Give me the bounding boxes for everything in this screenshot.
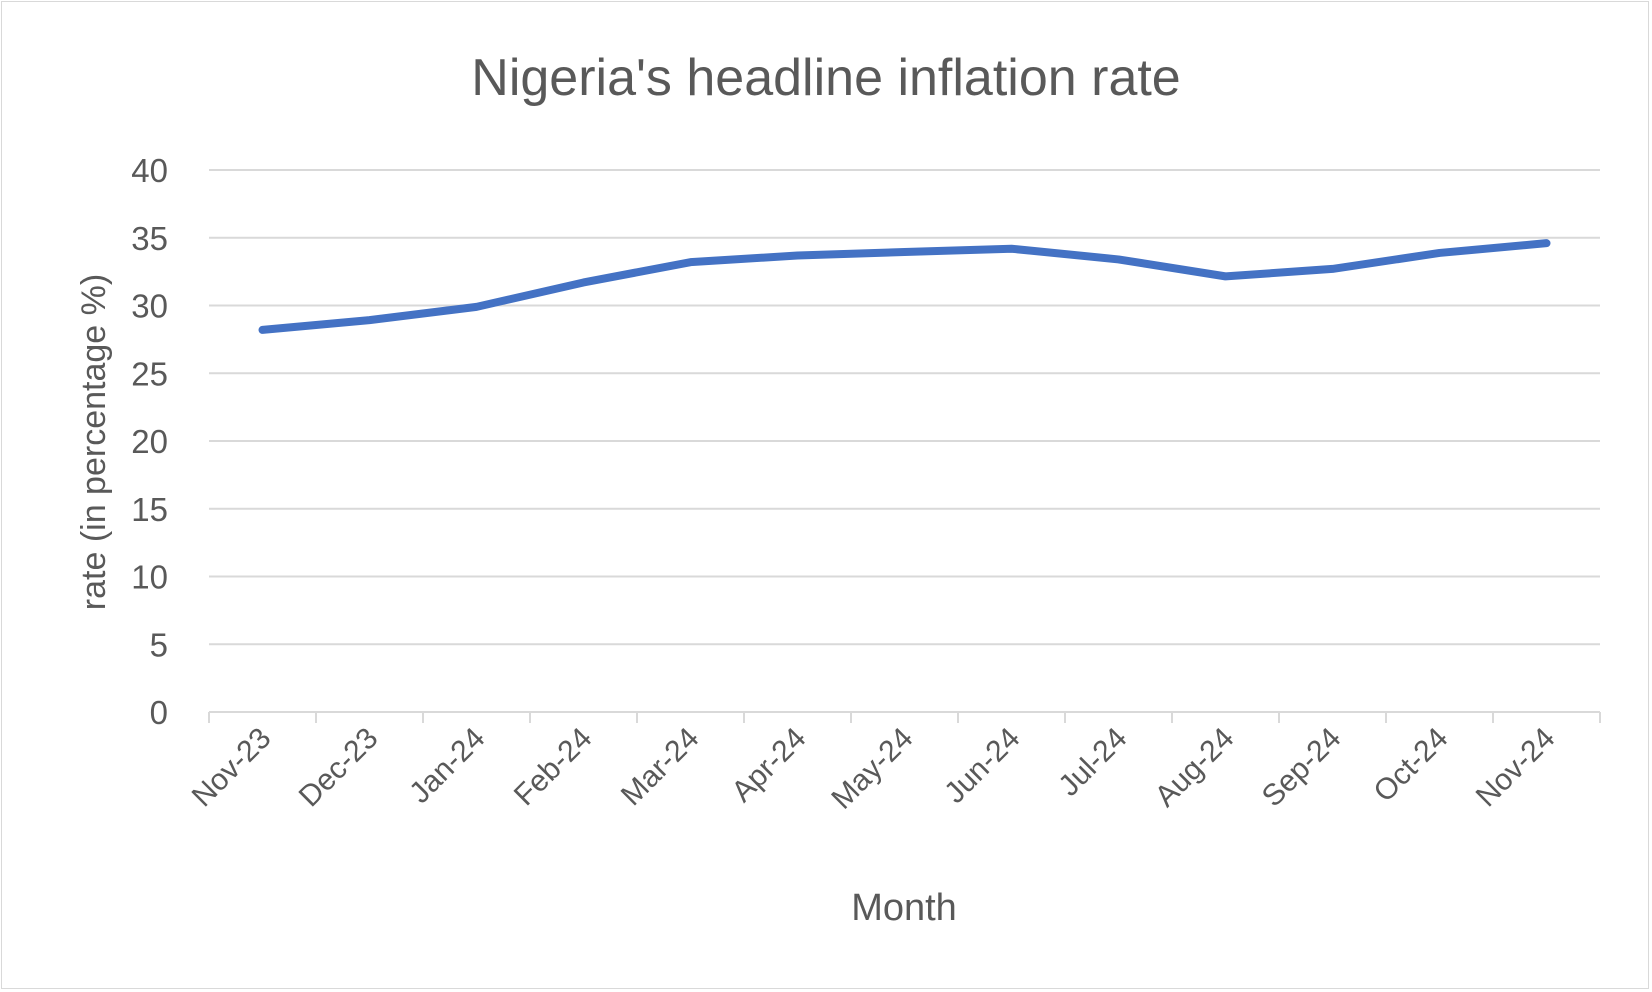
y-axis-label: rate (in percentage %): [75, 274, 113, 610]
x-tick-label: Sep-24: [1256, 722, 1348, 814]
y-tick-label: 15: [131, 491, 168, 528]
y-tick-label: 25: [131, 355, 168, 392]
y-tick-label: 10: [131, 559, 168, 596]
x-tick-label: Jul-24: [1052, 722, 1133, 803]
x-tick-label: Dec-23: [293, 722, 385, 814]
y-tick-label: 40: [131, 152, 168, 189]
x-tick-label: Nov-24: [1470, 722, 1562, 814]
x-tick-label: Feb-24: [508, 722, 599, 813]
x-tick-label: Mar-24: [615, 722, 706, 813]
y-tick-label: 30: [131, 288, 168, 325]
y-tick-label: 35: [131, 220, 168, 257]
x-tick-label: May-24: [825, 722, 919, 816]
y-tick-label: 5: [150, 626, 168, 663]
x-tick-label: Jan-24: [403, 722, 491, 810]
x-tick-label: Apr-24: [725, 722, 812, 809]
x-tick-label: Oct-24: [1367, 722, 1454, 809]
y-tick-label: 0: [150, 694, 168, 731]
x-tick-label: Jun-24: [938, 722, 1026, 810]
chart-title: Nigeria's headline inflation rate: [471, 49, 1180, 107]
y-tick-label: 20: [131, 423, 168, 460]
x-axis-label: Month: [851, 887, 957, 929]
series-line: [258, 239, 1551, 334]
x-tick-label: Aug-24: [1149, 722, 1241, 814]
x-tick-label: Nov-23: [186, 722, 278, 814]
